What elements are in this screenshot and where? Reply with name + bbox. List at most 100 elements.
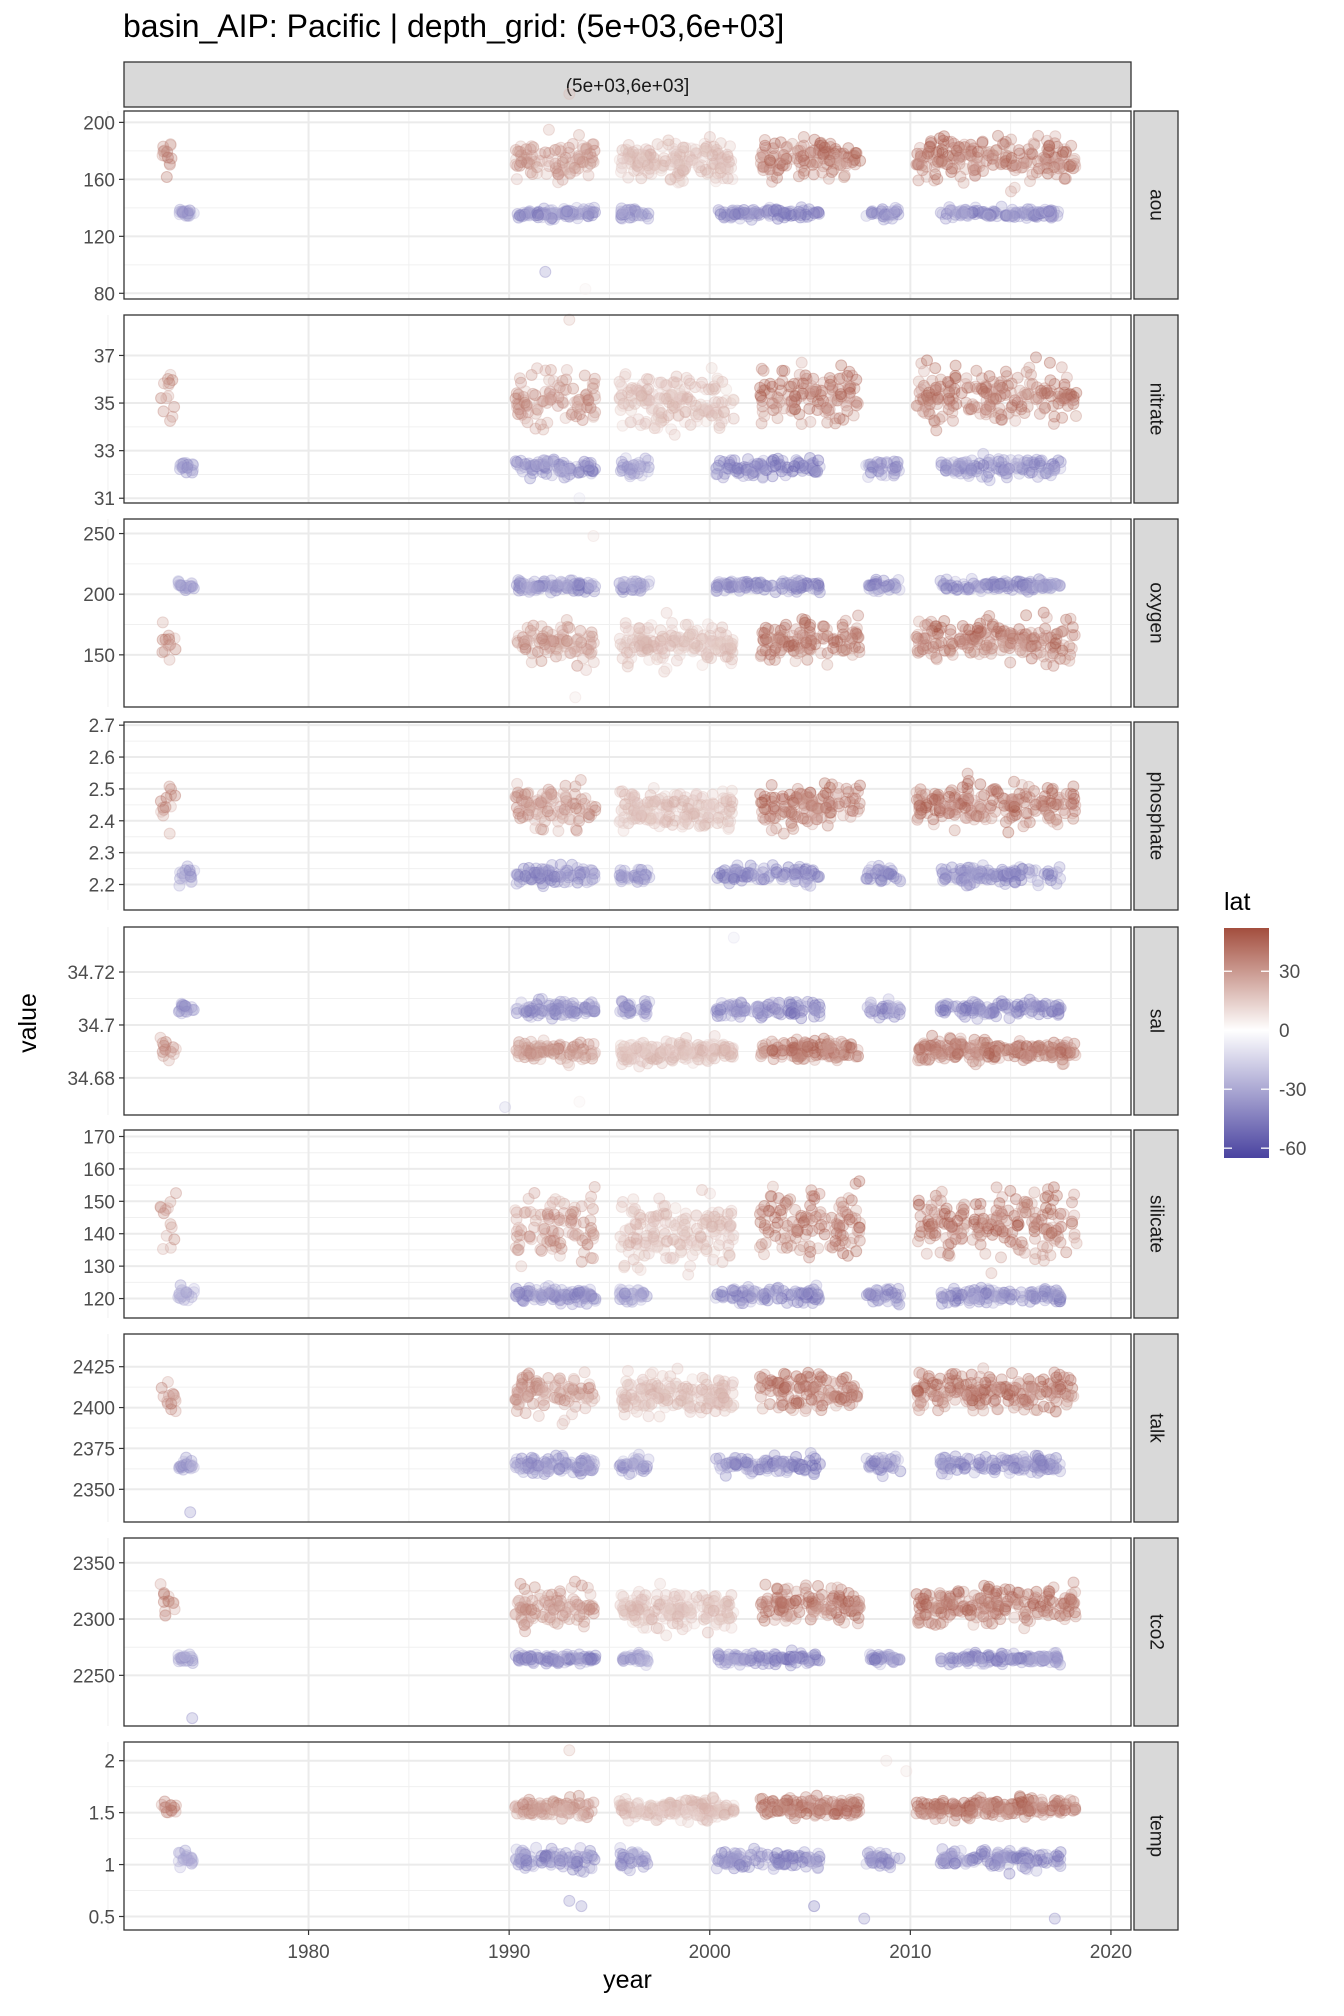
data-point: [581, 209, 594, 222]
data-point: [639, 208, 651, 221]
data-point: [790, 865, 803, 878]
data-point: [178, 205, 191, 218]
data-point: [1030, 351, 1042, 364]
data-point: [978, 810, 990, 823]
data-point: [537, 823, 549, 836]
data-point: [948, 137, 960, 150]
data-point: [790, 577, 803, 590]
data-point: [542, 123, 555, 136]
data-point: [673, 384, 686, 397]
y-tick-label: 80: [94, 284, 115, 305]
data-point: [574, 774, 587, 786]
data-point: [559, 205, 572, 218]
data-point: [517, 153, 530, 166]
data-point: [691, 639, 704, 652]
data-point: [912, 174, 925, 187]
data-point: [672, 168, 685, 181]
data-point: [795, 356, 808, 369]
data-point: [546, 211, 559, 224]
data-point: [850, 399, 863, 412]
data-point: [579, 804, 592, 816]
data-point: [540, 168, 553, 180]
data-point: [519, 579, 532, 591]
data-point: [520, 209, 532, 222]
data-point: [160, 171, 173, 183]
data-point: [1058, 378, 1071, 391]
data-point: [937, 134, 950, 147]
data-point: [157, 405, 170, 418]
data-point: [549, 144, 562, 156]
data-point: [632, 161, 645, 174]
y-tick-label: 200: [83, 585, 115, 606]
data-point: [616, 157, 628, 170]
data-point: [628, 203, 641, 216]
data-point: [666, 152, 679, 165]
data-point: [939, 212, 952, 225]
data-point: [568, 208, 580, 221]
data-point: [585, 206, 598, 219]
data-point: [835, 359, 848, 372]
data-point: [1055, 361, 1068, 374]
data-point: [635, 172, 648, 185]
data-point: [719, 153, 732, 166]
y-tick-label: 120: [83, 227, 115, 248]
data-point: [571, 876, 584, 889]
data-point: [164, 139, 177, 152]
data-point: [582, 464, 595, 477]
data-point: [548, 870, 561, 883]
data-point: [588, 1048, 601, 1061]
data-point: [620, 143, 633, 156]
data-point: [632, 160, 645, 173]
data-point: [1067, 812, 1080, 825]
data-point: [1045, 163, 1058, 176]
data-point: [563, 166, 576, 179]
data-point: [695, 165, 708, 178]
data-point: [973, 1049, 986, 1062]
data-point: [659, 155, 672, 168]
data-point: [546, 152, 559, 165]
data-point: [557, 207, 570, 220]
data-point: [1005, 401, 1018, 414]
data-point: [795, 150, 807, 163]
data-point: [669, 137, 682, 150]
data-point: [849, 1049, 862, 1062]
data-point: [827, 642, 840, 654]
data-point: [644, 148, 657, 160]
data-point: [926, 793, 939, 805]
data-point: [852, 609, 865, 622]
data-point: [1046, 782, 1059, 795]
data-point: [727, 394, 740, 407]
data-point: [652, 376, 665, 389]
data-point: [918, 365, 930, 378]
data-point: [670, 654, 683, 667]
data-point: [765, 824, 778, 837]
data-point: [634, 1054, 647, 1067]
data-point: [714, 208, 727, 221]
data-point: [706, 788, 719, 801]
data-point: [622, 171, 635, 184]
data-point: [949, 359, 962, 372]
data-point: [513, 159, 526, 172]
data-point: [655, 161, 668, 174]
data-point: [1023, 361, 1036, 374]
data-point: [780, 618, 792, 631]
data-point: [551, 208, 564, 221]
data-point: [664, 158, 677, 171]
data-point: [971, 401, 984, 414]
data-point: [536, 1004, 549, 1017]
data-point: [651, 138, 664, 151]
y-tick-label: 33: [94, 442, 115, 463]
data-point: [545, 212, 558, 225]
data-point: [1061, 1036, 1074, 1049]
row-strip-label: nitrate: [1146, 383, 1167, 436]
data-point: [685, 153, 698, 166]
data-point: [539, 146, 552, 159]
data-point: [518, 208, 531, 221]
data-point: [806, 795, 819, 808]
data-point: [679, 141, 692, 154]
data-point: [639, 143, 652, 156]
data-point: [534, 208, 547, 221]
data-point: [546, 579, 559, 592]
